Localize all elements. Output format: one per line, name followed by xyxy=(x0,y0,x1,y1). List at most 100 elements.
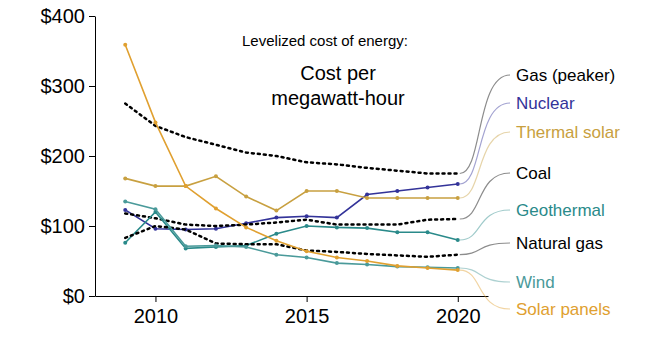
series-marker xyxy=(184,184,188,188)
legend-connector xyxy=(460,270,510,309)
legend-label: Coal xyxy=(516,164,551,183)
y-tick: $400 xyxy=(41,5,96,27)
series-marker xyxy=(214,227,218,231)
x-tick: 2020 xyxy=(436,296,481,327)
series-marker xyxy=(123,200,127,204)
series-marker xyxy=(274,216,278,220)
series-marker xyxy=(395,265,399,269)
series-line xyxy=(125,226,458,257)
y-tick-label: $400 xyxy=(41,5,86,27)
y-tick-mark xyxy=(89,16,95,17)
legend-connector xyxy=(460,75,510,174)
subtitle: Cost permegawatt-hour xyxy=(271,62,405,109)
series-marker xyxy=(305,256,309,260)
series-marker xyxy=(365,193,369,197)
series-line xyxy=(125,45,458,270)
series-marker xyxy=(365,263,369,267)
series-line xyxy=(125,213,458,226)
series-line xyxy=(125,212,458,248)
series-marker xyxy=(184,184,188,188)
series-marker xyxy=(305,224,309,228)
series-marker xyxy=(244,245,248,249)
y-tick: $300 xyxy=(41,75,96,97)
series-marker xyxy=(305,249,309,253)
legend-label: Geothermal xyxy=(516,201,605,220)
legend-label: Solar panels xyxy=(516,300,611,319)
title: Levelized cost of energy: xyxy=(242,32,408,49)
legend-connector xyxy=(460,268,510,282)
y-tick: $0 xyxy=(63,285,95,307)
series-marker xyxy=(395,196,399,200)
y-tick-mark xyxy=(89,226,95,227)
x-tick-label: 2020 xyxy=(436,305,481,327)
legend-label: Thermal solar xyxy=(516,123,620,142)
series-marker xyxy=(153,120,157,124)
series-marker xyxy=(456,182,460,186)
series-marker xyxy=(335,216,339,220)
series-line xyxy=(125,202,458,269)
series-marker xyxy=(335,225,339,229)
series-marker xyxy=(123,241,127,245)
series-marker xyxy=(365,259,369,263)
series-marker xyxy=(426,186,430,190)
x-tick-mark xyxy=(458,296,459,302)
series-marker xyxy=(274,239,278,243)
legend: Gas (peaker) Nuclear Thermal solar Coal Geot… xyxy=(460,66,620,319)
y-tick-mark xyxy=(89,156,95,157)
x-axis-line xyxy=(96,296,489,297)
series-marker xyxy=(395,230,399,234)
series-marker xyxy=(395,189,399,193)
legend-label: Wind xyxy=(516,273,555,292)
y-tick-label: $300 xyxy=(41,75,86,97)
series-marker xyxy=(365,226,369,230)
series-marker xyxy=(244,195,248,199)
series-marker xyxy=(426,196,430,200)
series-marker xyxy=(123,43,127,47)
series-marker xyxy=(153,184,157,188)
x-tick-mark xyxy=(155,296,156,302)
series-marker xyxy=(335,261,339,265)
legend-label: Gas (peaker) xyxy=(516,66,615,85)
series-line xyxy=(125,176,458,210)
plot-area xyxy=(123,43,460,272)
chart: $0 $100 $200 $300 $400 2010 2015 2020 Levelized … xyxy=(0,0,672,350)
series-marker xyxy=(426,265,430,269)
y-tick-mark xyxy=(89,86,95,87)
series-marker xyxy=(335,256,339,260)
series-marker xyxy=(184,244,188,248)
series-marker xyxy=(456,238,460,242)
legend-connector xyxy=(460,243,510,255)
legend-connector xyxy=(460,210,510,240)
series-marker xyxy=(395,264,399,268)
series-marker xyxy=(426,266,430,270)
series-marker xyxy=(426,230,430,234)
x-axis: 2010 2015 2020 xyxy=(96,296,489,327)
series-marker xyxy=(456,196,460,200)
legend-connector xyxy=(460,103,510,184)
y-axis: $0 $100 $200 $300 $400 xyxy=(41,5,96,307)
series-marker xyxy=(456,268,460,272)
y-tick-label: $200 xyxy=(41,145,86,167)
series-marker xyxy=(214,207,218,211)
series-marker xyxy=(153,207,157,211)
series-marker xyxy=(274,232,278,236)
series-marker xyxy=(244,225,248,229)
y-tick: $100 xyxy=(41,215,96,237)
y-tick-label: $0 xyxy=(63,285,85,307)
subtitle-line: megawatt-hour xyxy=(271,87,405,109)
y-tick: $200 xyxy=(41,145,96,167)
series-marker xyxy=(123,176,127,180)
series-marker xyxy=(335,189,339,193)
series-marker xyxy=(305,189,309,193)
series-marker xyxy=(305,214,309,218)
series-line xyxy=(125,184,458,230)
series-marker xyxy=(123,208,127,212)
legend-label: Nuclear xyxy=(516,94,575,113)
series-marker xyxy=(365,196,369,200)
x-tick-label: 2010 xyxy=(134,305,179,327)
x-tick: 2010 xyxy=(134,296,179,327)
series-marker xyxy=(214,244,218,248)
x-tick-label: 2015 xyxy=(285,305,330,327)
legend-connector xyxy=(460,173,510,219)
legend-label: Natural gas xyxy=(516,234,603,253)
